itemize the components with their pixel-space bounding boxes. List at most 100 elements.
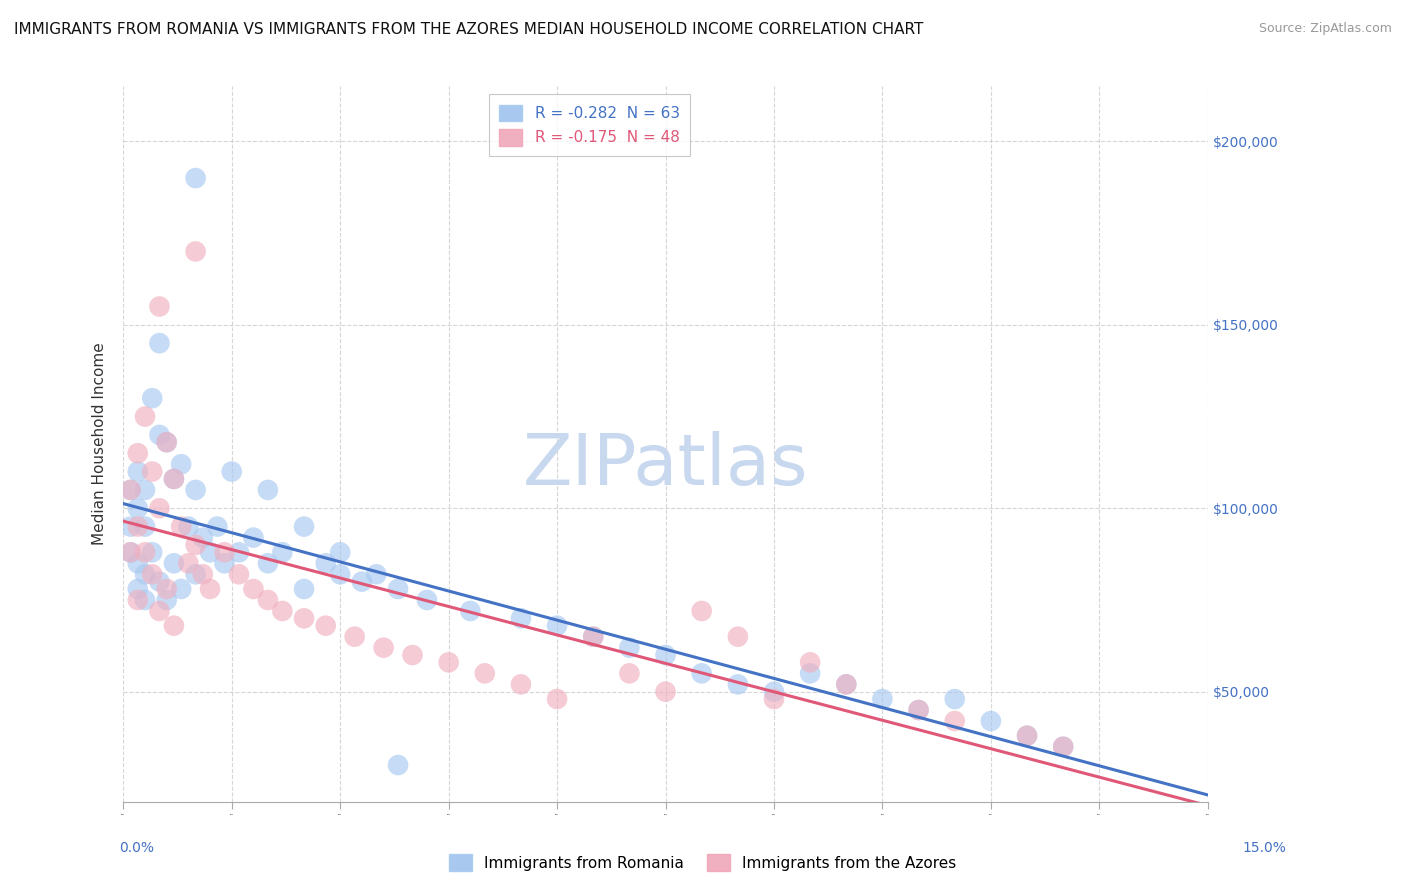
Point: [619, 640, 641, 655]
Point: [943, 714, 966, 728]
Point: [727, 677, 749, 691]
Point: [460, 604, 482, 618]
Point: [315, 618, 337, 632]
Point: [799, 656, 821, 670]
Text: IMMIGRANTS FROM ROMANIA VS IMMIGRANTS FROM THE AZORES MEDIAN HOUSEHOLD INCOME CO: IMMIGRANTS FROM ROMANIA VS IMMIGRANTS FR…: [14, 22, 924, 37]
Point: [654, 648, 676, 662]
Point: [141, 391, 163, 405]
Point: [184, 483, 207, 497]
Point: [156, 582, 179, 596]
Point: [141, 465, 163, 479]
Point: [163, 618, 186, 632]
Point: [156, 435, 179, 450]
Legend: R = -0.282  N = 63, R = -0.175  N = 48: R = -0.282 N = 63, R = -0.175 N = 48: [489, 94, 690, 156]
Point: [120, 545, 142, 559]
Legend: Immigrants from Romania, Immigrants from the Azores: Immigrants from Romania, Immigrants from…: [440, 845, 966, 880]
Point: [401, 648, 423, 662]
Point: [214, 545, 236, 559]
Point: [943, 692, 966, 706]
Point: [127, 519, 149, 533]
Point: [184, 244, 207, 259]
Point: [198, 582, 221, 596]
Point: [387, 758, 409, 772]
Point: [191, 567, 214, 582]
Point: [127, 582, 149, 596]
Point: [373, 640, 395, 655]
Point: [257, 593, 280, 607]
Point: [134, 545, 156, 559]
Point: [228, 545, 250, 559]
Point: [134, 519, 156, 533]
Point: [872, 692, 894, 706]
Point: [835, 677, 858, 691]
Point: [292, 611, 315, 625]
Point: [329, 567, 352, 582]
Point: [148, 604, 170, 618]
Point: [148, 574, 170, 589]
Point: [120, 483, 142, 497]
Point: [1015, 729, 1038, 743]
Point: [366, 567, 388, 582]
Point: [292, 519, 315, 533]
Y-axis label: Median Household Income: Median Household Income: [93, 343, 107, 545]
Point: [184, 567, 207, 582]
Point: [350, 574, 373, 589]
Point: [163, 556, 186, 570]
Point: [980, 714, 1002, 728]
Point: [177, 519, 200, 533]
Point: [127, 446, 149, 460]
Point: [315, 556, 337, 570]
Point: [690, 666, 713, 681]
Point: [163, 472, 186, 486]
Point: [134, 593, 156, 607]
Point: [127, 465, 149, 479]
Point: [835, 677, 858, 691]
Point: [762, 684, 785, 698]
Point: [148, 501, 170, 516]
Point: [120, 483, 142, 497]
Point: [163, 472, 186, 486]
Point: [228, 567, 250, 582]
Point: [474, 666, 496, 681]
Point: [134, 483, 156, 497]
Point: [156, 593, 179, 607]
Point: [257, 556, 280, 570]
Point: [654, 684, 676, 698]
Text: ZIPatlas: ZIPatlas: [523, 431, 808, 500]
Point: [120, 519, 142, 533]
Point: [1052, 739, 1074, 754]
Point: [170, 582, 193, 596]
Text: 15.0%: 15.0%: [1243, 840, 1286, 855]
Point: [148, 300, 170, 314]
Point: [582, 630, 605, 644]
Point: [292, 582, 315, 596]
Point: [120, 545, 142, 559]
Point: [214, 556, 236, 570]
Point: [141, 545, 163, 559]
Point: [437, 656, 460, 670]
Point: [177, 556, 200, 570]
Point: [907, 703, 929, 717]
Text: 0.0%: 0.0%: [120, 840, 155, 855]
Point: [148, 336, 170, 351]
Point: [907, 703, 929, 717]
Point: [141, 567, 163, 582]
Point: [329, 545, 352, 559]
Point: [170, 519, 193, 533]
Point: [799, 666, 821, 681]
Point: [198, 545, 221, 559]
Point: [546, 618, 568, 632]
Point: [1015, 729, 1038, 743]
Point: [510, 611, 533, 625]
Point: [221, 465, 243, 479]
Point: [582, 630, 605, 644]
Point: [416, 593, 439, 607]
Point: [510, 677, 533, 691]
Point: [690, 604, 713, 618]
Point: [343, 630, 366, 644]
Point: [242, 582, 264, 596]
Point: [184, 171, 207, 186]
Point: [762, 692, 785, 706]
Point: [184, 538, 207, 552]
Text: Source: ZipAtlas.com: Source: ZipAtlas.com: [1258, 22, 1392, 36]
